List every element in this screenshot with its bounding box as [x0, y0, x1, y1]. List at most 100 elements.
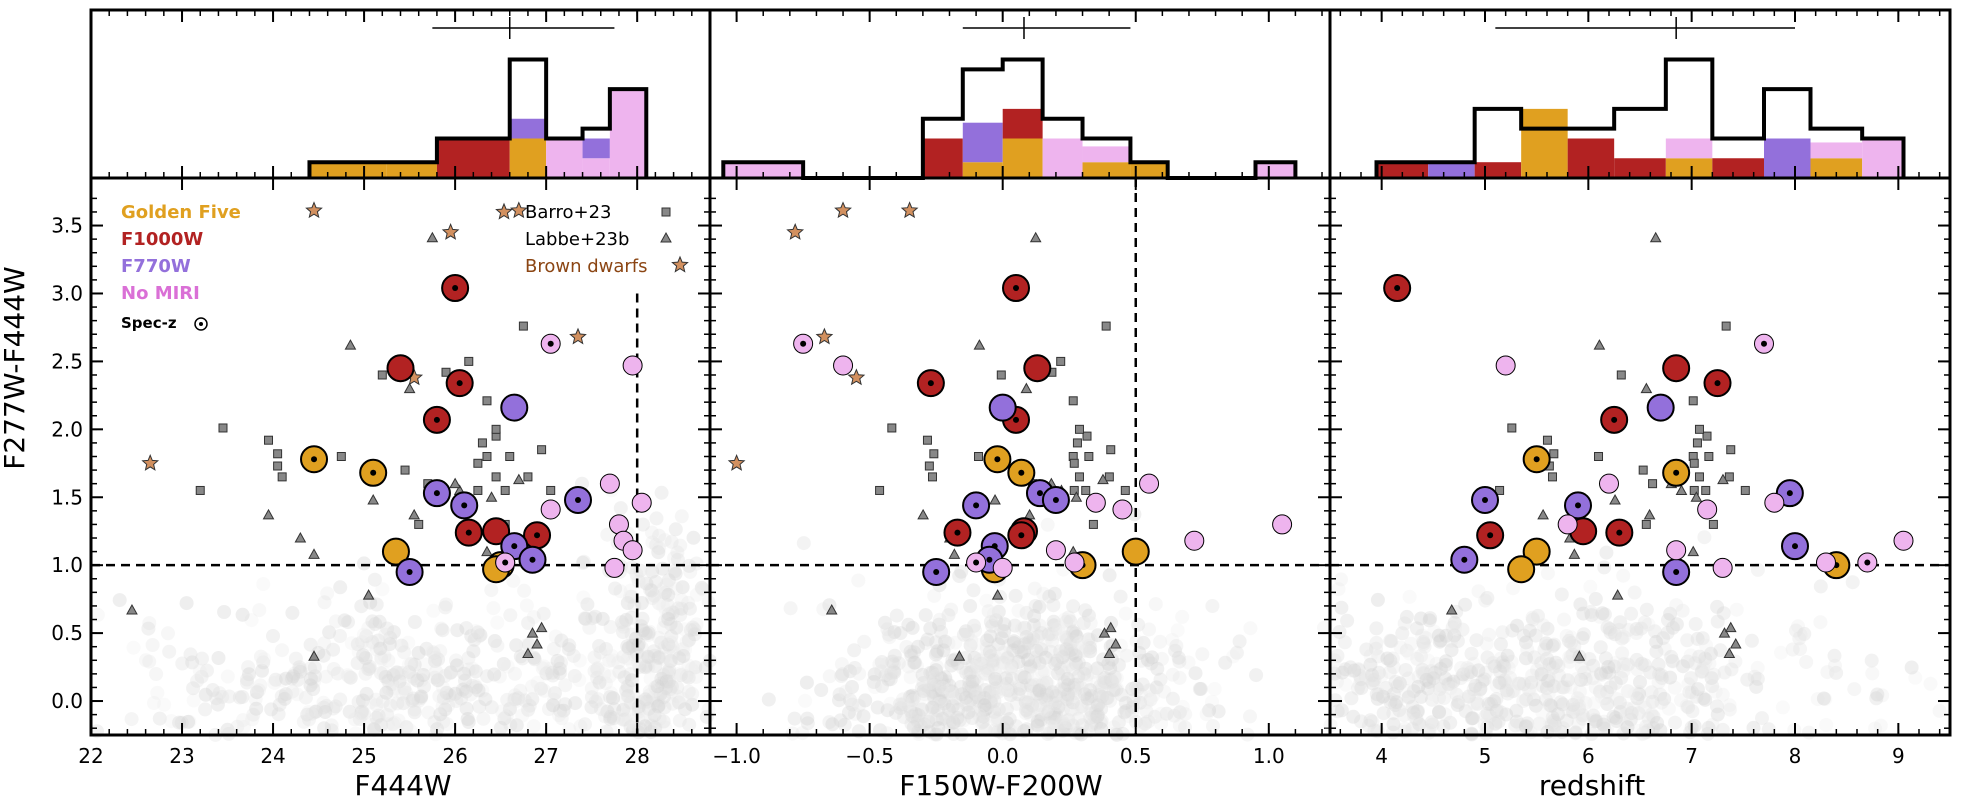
density-cell	[1047, 710, 1062, 725]
density-cell	[936, 643, 951, 658]
x-tick-label: 24	[260, 744, 285, 768]
density-cell	[1154, 706, 1169, 721]
labbe-point	[1568, 548, 1581, 559]
density-cell	[615, 617, 630, 632]
density-cell	[974, 702, 989, 717]
density-cell	[1083, 632, 1098, 647]
density-cell	[1632, 687, 1647, 702]
density-cell	[976, 714, 990, 729]
density-cell	[1547, 718, 1562, 733]
barro-point	[491, 424, 501, 434]
density-cell	[1153, 672, 1168, 687]
density-cell	[958, 624, 973, 639]
density-cell	[556, 703, 571, 718]
density-cell	[561, 642, 576, 657]
density-cell	[1107, 670, 1122, 685]
density-cell	[1799, 655, 1814, 669]
density-cell	[1000, 650, 1015, 665]
density-cell	[645, 525, 659, 540]
density-cell	[651, 687, 666, 702]
density-cell	[1576, 627, 1591, 642]
hist-bar-golden	[309, 162, 387, 178]
density-cell	[661, 587, 676, 602]
density-cell	[661, 573, 676, 588]
density-cell	[1020, 666, 1035, 681]
density-cell	[1516, 628, 1531, 643]
density-cell	[622, 712, 637, 727]
density-cell	[1004, 659, 1019, 674]
density-cell	[1588, 714, 1603, 729]
density-cell	[552, 708, 566, 723]
density-cell	[1541, 670, 1556, 685]
density-cell	[977, 698, 992, 713]
density-cell	[1054, 682, 1069, 697]
density-cell	[1057, 675, 1072, 690]
density-cell	[687, 627, 702, 642]
density-cell	[629, 646, 644, 661]
density-cell	[952, 569, 967, 583]
density-cell	[1352, 668, 1367, 683]
specz-dot	[1761, 340, 1767, 347]
density-cell	[1392, 676, 1407, 691]
density-cell	[405, 669, 419, 684]
density-cell	[1633, 675, 1647, 690]
object-point-nomiri	[622, 540, 643, 561]
density-cell	[1383, 695, 1398, 710]
density-cell	[1499, 676, 1514, 691]
density-cell	[800, 711, 815, 726]
density-cell	[1566, 697, 1580, 712]
density-cell	[508, 666, 522, 681]
density-cell	[1144, 656, 1159, 671]
density-cell	[222, 689, 237, 704]
density-cell	[934, 625, 949, 639]
density-cell	[465, 661, 480, 676]
density-cell	[253, 649, 268, 664]
density-cell	[546, 642, 561, 656]
density-cell	[649, 538, 664, 552]
density-cell	[1433, 661, 1448, 676]
density-cell	[1207, 682, 1222, 696]
density-cell	[387, 716, 402, 730]
density-cell	[257, 652, 272, 666]
density-cell	[1607, 659, 1622, 674]
barro-point	[1507, 423, 1517, 433]
density-cell	[1043, 644, 1058, 659]
density-cell	[390, 665, 405, 680]
density-cell	[1345, 663, 1360, 678]
density-cell	[980, 661, 995, 676]
density-cell	[903, 670, 918, 685]
density-cell	[1432, 704, 1446, 719]
density-cell	[1017, 637, 1032, 652]
labbe-point	[1070, 491, 1083, 502]
density-cell	[373, 641, 388, 656]
density-cell	[455, 682, 470, 697]
density-cell	[1001, 638, 1016, 653]
density-cell	[1045, 633, 1060, 648]
density-cell	[971, 708, 986, 723]
density-cell	[1572, 701, 1586, 716]
density-cell	[1058, 654, 1073, 669]
labbe-point	[408, 508, 421, 520]
density-cell	[657, 533, 672, 548]
density-cell	[1663, 670, 1678, 685]
density-cell	[350, 656, 365, 671]
density-cell	[413, 691, 428, 706]
density-cell	[1153, 634, 1168, 649]
density-cell	[161, 626, 175, 641]
density-cell	[1631, 706, 1646, 721]
density-cell	[1570, 671, 1585, 686]
density-cell	[1111, 715, 1126, 730]
barro-point	[1694, 424, 1704, 434]
labbe-point	[367, 493, 380, 505]
density-cell	[942, 715, 957, 730]
density-cell	[1399, 643, 1414, 658]
density-cell	[391, 713, 406, 728]
density-cell	[949, 710, 964, 725]
density-cell	[932, 679, 947, 694]
density-cell	[1429, 656, 1444, 671]
density-cell	[616, 702, 631, 717]
density-cell	[407, 615, 422, 629]
density-cell	[941, 684, 956, 698]
hist-bar-f1000w	[436, 138, 510, 178]
